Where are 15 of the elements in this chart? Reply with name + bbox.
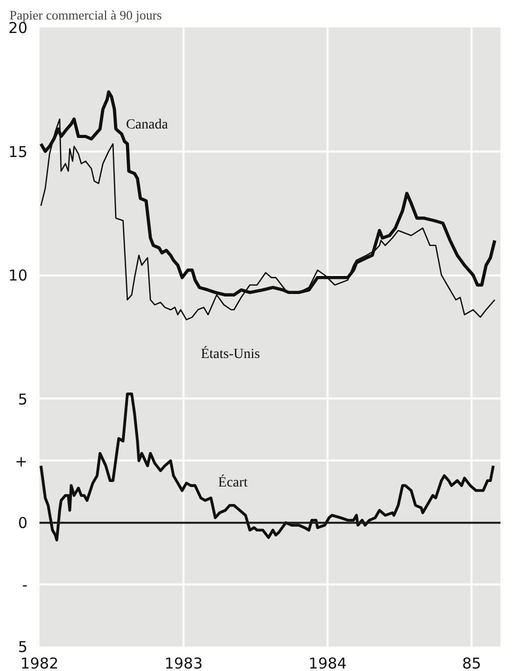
y-tick-label: 15 — [8, 142, 28, 161]
y-tick-label: 0 — [18, 514, 28, 532]
x-tick-label: 1984 — [308, 654, 347, 671]
y-tick-label: - — [22, 576, 28, 594]
x-tick-label: 1982 — [20, 654, 59, 671]
y-tick-label: + — [14, 452, 28, 470]
series-label: Écart — [218, 474, 248, 491]
series-label: Canada — [126, 118, 169, 133]
x-tick-label: 85 — [462, 654, 482, 671]
x-tick-label: 1983 — [164, 654, 203, 671]
text: États-Unis — [200, 344, 260, 362]
y-tick-label: 5 — [18, 390, 28, 408]
y-tick-label: 10 — [8, 266, 28, 285]
y-tick-label: 5 — [18, 638, 28, 656]
chart-title: Papier commercial à 90 jours — [10, 8, 162, 22]
